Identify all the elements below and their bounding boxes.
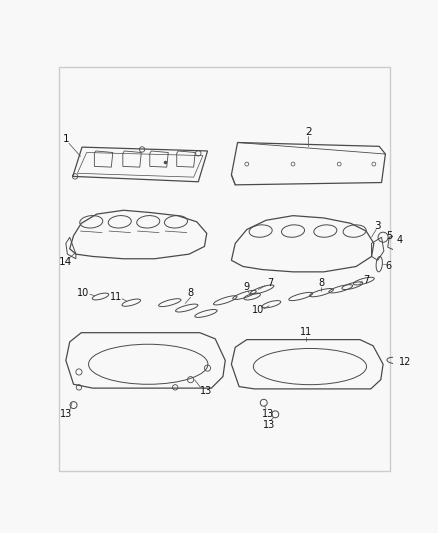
Text: 2: 2 xyxy=(305,127,312,137)
Text: 14: 14 xyxy=(58,257,72,267)
Text: 5: 5 xyxy=(386,231,392,241)
Text: 13: 13 xyxy=(261,408,274,418)
Text: 13: 13 xyxy=(200,386,212,396)
Text: 3: 3 xyxy=(374,221,381,231)
Text: 6: 6 xyxy=(385,261,392,271)
Text: 11: 11 xyxy=(110,292,122,302)
Text: 12: 12 xyxy=(399,357,412,367)
Text: 7: 7 xyxy=(267,278,273,288)
Text: 7: 7 xyxy=(363,274,369,285)
Text: 1: 1 xyxy=(64,134,70,144)
Text: 10: 10 xyxy=(251,305,264,316)
Text: 8: 8 xyxy=(318,278,325,288)
Text: 8: 8 xyxy=(187,288,194,298)
Text: 11: 11 xyxy=(300,327,312,337)
Text: 4: 4 xyxy=(397,235,403,245)
Text: 13: 13 xyxy=(263,420,275,430)
Text: 10: 10 xyxy=(78,288,90,297)
Text: 9: 9 xyxy=(244,282,250,292)
Text: 13: 13 xyxy=(60,409,72,419)
